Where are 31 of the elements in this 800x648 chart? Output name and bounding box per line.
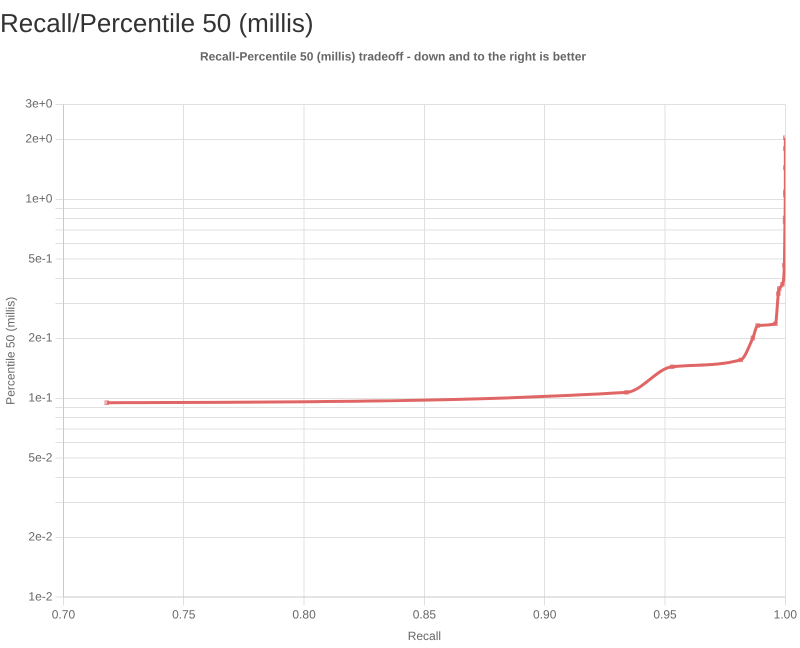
chart-subtitle: Recall-Percentile 50 (millis) tradeoff - down and to the right is better bbox=[200, 50, 586, 64]
y-tick-label: 5e-1 bbox=[28, 252, 53, 266]
x-axis-title: Recall bbox=[408, 629, 442, 644]
x-tick-label: 1.00 bbox=[774, 608, 798, 622]
point bbox=[776, 291, 781, 296]
y-tick-label: 1e+0 bbox=[25, 192, 53, 206]
x-tick-label: 0.80 bbox=[292, 608, 316, 622]
x-tick-label: 0.70 bbox=[52, 608, 76, 622]
y-tick-label: 3e+0 bbox=[25, 96, 53, 111]
point bbox=[782, 263, 786, 268]
y-tick-label: 1e-2 bbox=[28, 590, 53, 604]
x-tick-label: 0.90 bbox=[533, 608, 557, 622]
x-tick-label: 0.75 bbox=[172, 608, 196, 622]
point bbox=[780, 282, 785, 287]
point bbox=[750, 336, 756, 340]
point bbox=[738, 358, 744, 362]
y-tick-label: 1e-1 bbox=[28, 390, 53, 405]
point bbox=[670, 364, 674, 370]
y-tick-label: 2e+0 bbox=[25, 132, 53, 146]
y-tick-label: 2e-1 bbox=[28, 330, 53, 345]
y-tick-label: 5e-2 bbox=[28, 450, 53, 464]
point bbox=[777, 286, 782, 291]
y-tick-label: 2e-2 bbox=[28, 530, 53, 544]
point bbox=[104, 400, 110, 405]
y-axis-title: Percentile 50 (millis) bbox=[4, 296, 18, 405]
x-tick-label: 0.95 bbox=[653, 608, 678, 622]
point bbox=[773, 321, 778, 326]
x-tick-label: 0.85 bbox=[412, 608, 436, 622]
point bbox=[755, 323, 760, 328]
chart-title: Recall/Percentile 50 (millis) bbox=[0, 8, 315, 40]
point bbox=[624, 390, 629, 395]
